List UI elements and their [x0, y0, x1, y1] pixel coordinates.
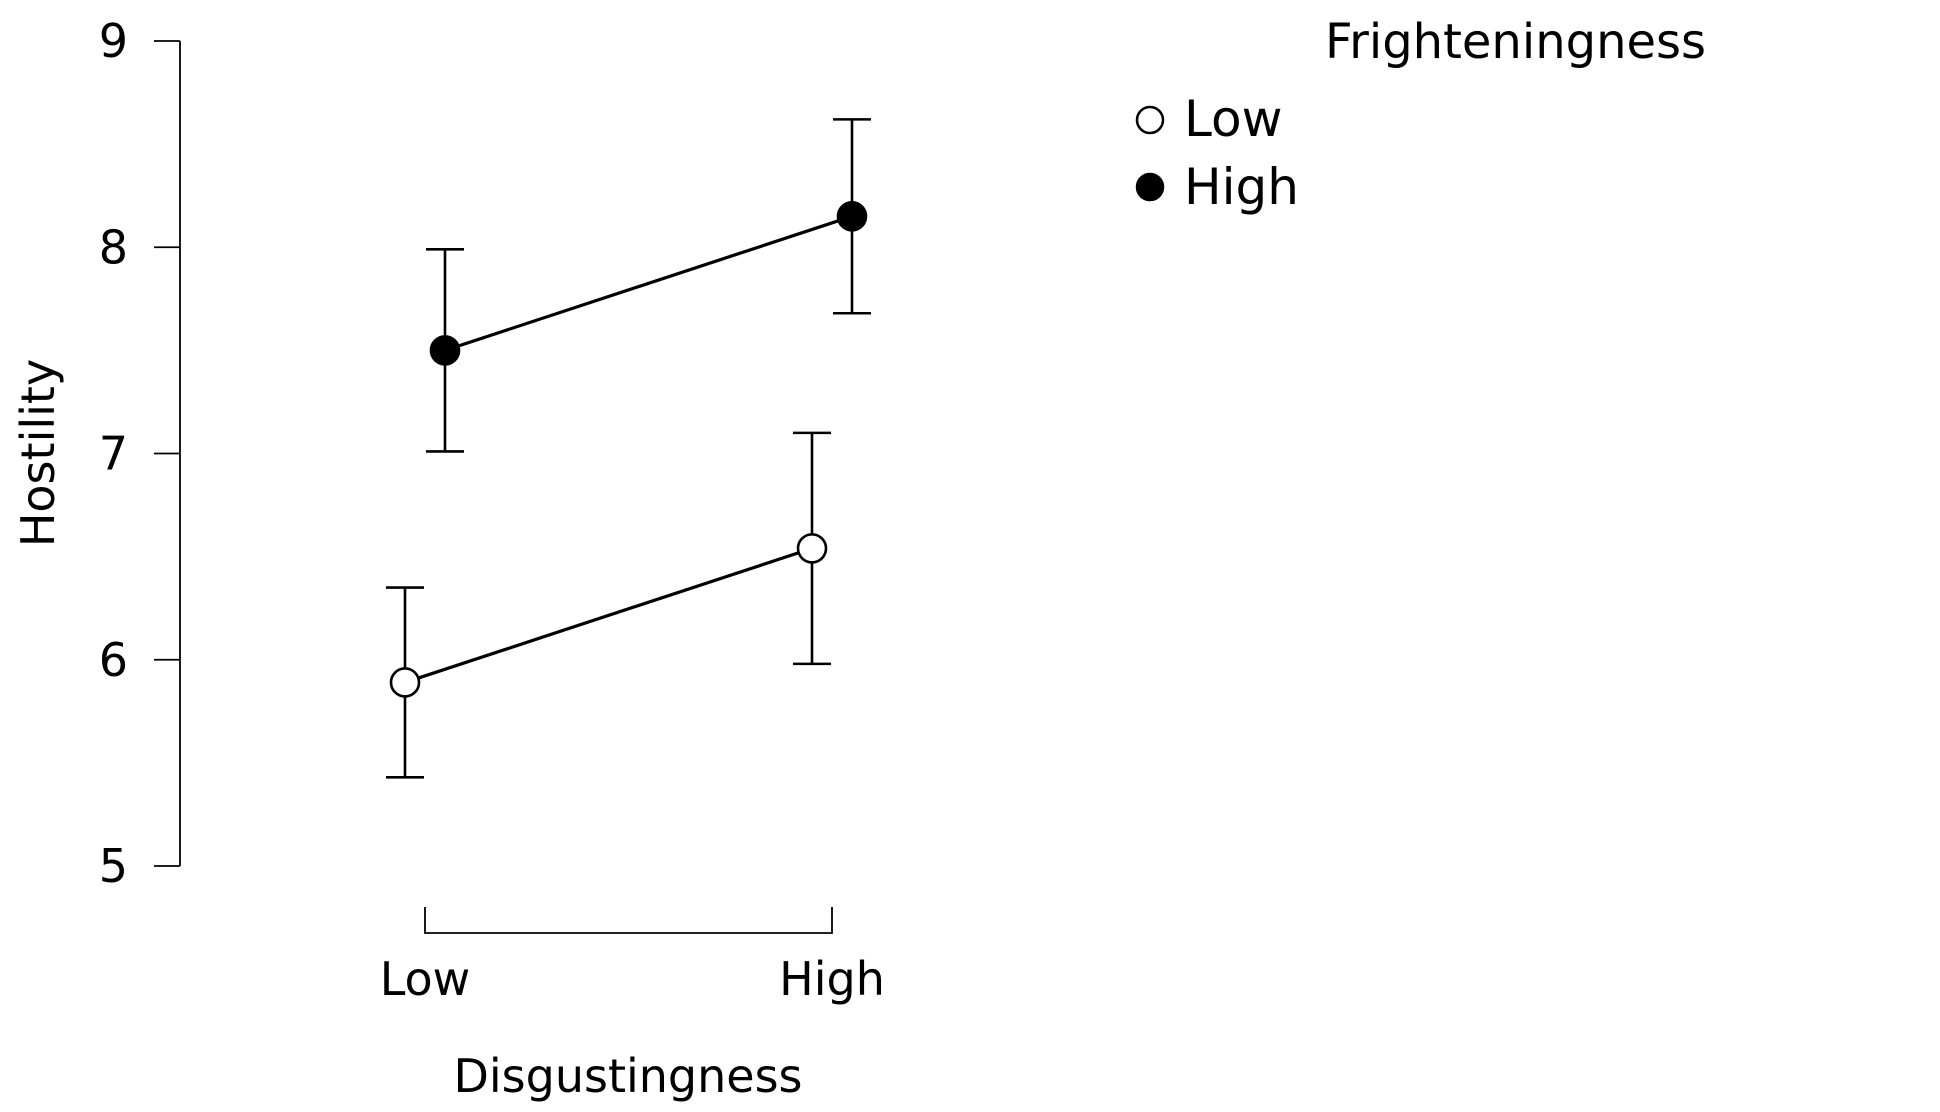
x-tick-label: Low	[380, 952, 471, 1006]
series-line-0	[404, 546, 813, 684]
x-tick-label: High	[779, 952, 885, 1006]
y-tick-label: 8	[99, 220, 128, 274]
series-line-1	[444, 214, 853, 352]
legend-title: Frighteningness	[1325, 14, 1706, 70]
data-point	[429, 335, 461, 366]
series-layer	[386, 118, 871, 779]
y-tick-label: 6	[99, 633, 128, 687]
x-axis-tick-labels: Low High	[380, 952, 885, 1006]
y-tick-label: 5	[99, 839, 128, 893]
legend: Frighteningness Low High	[1135, 14, 1706, 216]
data-point	[836, 201, 868, 232]
legend-marker-filled	[1135, 172, 1165, 202]
y-axis-title: Hostility	[11, 359, 65, 547]
legend-label-high: High	[1184, 158, 1299, 216]
legend-label-low: Low	[1184, 90, 1282, 148]
legend-marker-open	[1135, 105, 1165, 135]
y-tick-label: 7	[99, 427, 128, 481]
x-axis-bracket	[424, 907, 833, 934]
x-axis-title: Disgustingness	[453, 1049, 802, 1103]
data-point	[389, 667, 421, 698]
data-point	[796, 533, 828, 564]
y-axis-ticks: 5 6 7 8 9	[99, 14, 180, 893]
y-tick-label: 9	[99, 14, 128, 68]
